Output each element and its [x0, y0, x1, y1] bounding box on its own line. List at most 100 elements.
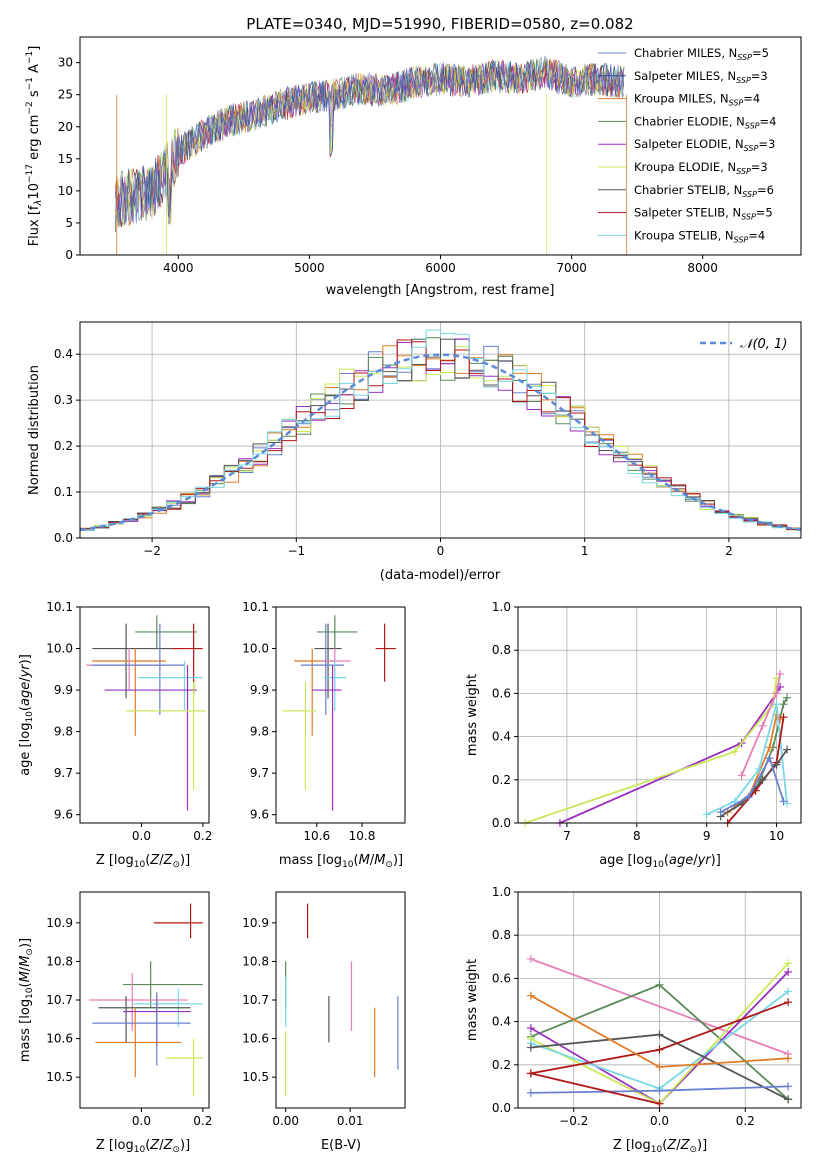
y-tick-label: 1.0	[492, 885, 511, 899]
y-tick-label: 10.5	[242, 1070, 269, 1084]
legend-label: Kroupa STELIB, NSSP=4	[634, 228, 765, 244]
age-vs-mass-panel: 10.6 10.8 9.6 9.7 9.8 9.9 10.0 10.1	[242, 600, 406, 843]
x-tick-label: 5000	[294, 261, 325, 275]
y-tick-label: 0.8	[492, 643, 511, 657]
legend-label: Salpeter STELIB, NSSP=5	[634, 206, 773, 222]
y-tick-label: 10.9	[242, 916, 269, 930]
x-tick-label: 10.6	[303, 829, 330, 843]
y-tick-label: 15	[58, 152, 73, 166]
spectrum-panel: wavelength [Angstrom, rest frame] Flux […	[25, 36, 802, 298]
spectrum-line	[115, 58, 625, 227]
mass-vs-Z-panel: 0.0 0.2 10.5 10.6 10.7 10.8 10.9	[46, 891, 212, 1128]
y-tick-label: 10.1	[242, 600, 269, 614]
legend-count: =4	[743, 92, 760, 106]
x-tick-label: −1	[287, 544, 305, 558]
legend-sub: SSP	[736, 76, 751, 85]
legend-label: Kroupa MILES, NSSP=4	[634, 92, 760, 108]
y-tick-label: 0.8	[492, 928, 511, 942]
x-tick-label: 0.00	[272, 1114, 299, 1128]
y-tick-label: 10.7	[46, 993, 73, 1007]
legend-label: Salpeter MILES, NSSP=3	[634, 69, 768, 85]
x-tick-label: −2	[143, 544, 161, 558]
legend-sub: SSP	[729, 99, 744, 108]
y-tick-label: 10.7	[242, 993, 269, 1007]
legend-label: Chabrier ELODIE, NSSP=4	[634, 114, 776, 130]
panel-frame	[275, 891, 406, 1109]
y-tick-label: 9.9	[54, 683, 73, 697]
y-tick-label: 0.1	[54, 485, 73, 499]
x-tick-label: 4000	[163, 261, 194, 275]
y-tick-label: 0.0	[492, 1101, 511, 1115]
legend-count: =6	[757, 183, 774, 197]
x-tick-label: 0.2	[736, 1114, 755, 1128]
y-tick-label: 9.7	[250, 766, 269, 780]
weight-line	[530, 1072, 660, 1105]
y-tick-label: 1.0	[492, 600, 511, 614]
spectrum-xlabel: wavelength [Angstrom, rest frame]	[326, 283, 555, 298]
y-tick-label: 20	[58, 120, 73, 134]
x-tick-label: 0.0	[132, 1114, 151, 1128]
spectrum-plot-area: 4000 5000 6000 7000 8000 0 5 10 15 20 25 30	[58, 55, 718, 275]
y-tick-label: 10.9	[46, 916, 73, 930]
legend-count: =3	[751, 69, 768, 83]
x-tick-label: 8000	[687, 261, 718, 275]
weight-line	[740, 673, 781, 776]
spectrum-legend: Chabrier MILES, NSSP=5 Salpeter MILES, NS…	[598, 46, 776, 244]
weight-line	[530, 958, 789, 1055]
residual-axes	[79, 321, 802, 539]
y-tick-label: 9.8	[250, 725, 269, 739]
x-tick-label: 0.01	[337, 1114, 364, 1128]
legend-count: =5	[752, 46, 769, 60]
y-tick-label: 0.2	[54, 439, 73, 453]
legend-label: Chabrier STELIB, NSSP=6	[634, 183, 774, 199]
legend-sub: SSP	[734, 235, 749, 244]
y-tick-label: 0	[65, 248, 73, 262]
x-tick-label: 1	[581, 544, 589, 558]
legend-sub: SSP	[742, 190, 757, 199]
age-z-ylabel: age [log10(age/yr)]	[18, 654, 35, 776]
age-z-xlabel: Z [log10(Z/Z⊙)]	[96, 853, 190, 870]
y-tick-label: 10.8	[46, 954, 73, 968]
y-tick-label: 0.4	[492, 730, 511, 744]
y-tick-label: 10.0	[242, 642, 269, 656]
y-tick-label: 30	[58, 56, 73, 70]
legend-count: =3	[758, 137, 775, 151]
x-tick-label: 0.0	[650, 1114, 669, 1128]
legend-count: =4	[760, 114, 777, 128]
x-tick-label: 10.8	[349, 829, 376, 843]
mass-weight-vs-Z-panel: −0.2 0.0 0.2 0.0 0.2 0.4 0.6 0.8 1.0	[492, 885, 802, 1128]
weight-line	[720, 755, 785, 813]
y-tick-label: 0.2	[492, 773, 511, 787]
weight-line	[524, 678, 778, 824]
panel-frame	[79, 891, 210, 1109]
spectrum-line	[115, 59, 625, 226]
residual-plot-area: −2 −1 0 1 2 0.0 0.1 0.2 0.3 0.4	[54, 322, 802, 558]
mass-ebv-xlabel: E(B-V)	[321, 1138, 361, 1153]
x-tick-label: 10	[769, 829, 784, 843]
y-tick-label: 9.7	[54, 766, 73, 780]
age-vs-Z-panel: 0.0 0.2 9.6 9.7 9.8 9.9 10.0 10.1	[46, 600, 212, 843]
weight-line	[559, 686, 781, 824]
mass-z-ylabel: mass [log10(M/M⊙)]	[18, 938, 35, 1062]
panel-frame	[275, 606, 406, 824]
weight-z-xlabel: Z [log10(Z/Z⊙)]	[613, 1138, 707, 1155]
y-tick-label: 0.6	[492, 686, 511, 700]
y-tick-label: 9.9	[250, 683, 269, 697]
legend-count: =4	[748, 228, 765, 242]
spectrum-ylabel: Flux [fλ10−17 erg cm−2 s−1 A−1]	[25, 46, 44, 247]
legend-sub: SSP	[736, 167, 751, 176]
y-tick-label: 10.6	[242, 1032, 269, 1046]
panel-frame	[79, 606, 210, 824]
x-tick-label: 0	[437, 544, 445, 558]
legend-sub: SSP	[745, 121, 760, 130]
spectrum-line	[115, 58, 625, 227]
legend-label: Salpeter ELODIE, NSSP=3	[634, 137, 775, 153]
y-tick-label: 10.8	[242, 954, 269, 968]
mass-z-xlabel: Z [log10(Z/Z⊙)]	[96, 1138, 190, 1155]
y-tick-label: 10.1	[46, 600, 73, 614]
legend-sub: SSP	[741, 213, 756, 222]
y-tick-label: 10	[58, 184, 73, 198]
parameter-panels: 0.0 0.2 9.6 9.7 9.8 9.9 10.0 10.1 10.6 10.8 9.6 9.7…	[46, 600, 802, 1128]
figure-title: PLATE=0340, MJD=51990, FIBERID=0580, z=0…	[246, 15, 633, 33]
y-tick-label: 10.0	[46, 642, 73, 656]
